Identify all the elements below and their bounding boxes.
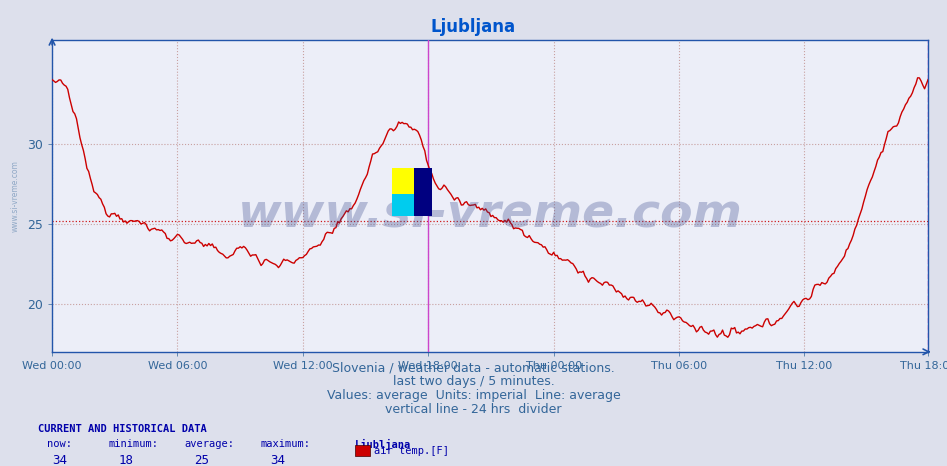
Text: Ljubljana: Ljubljana [431,18,516,36]
Text: 34: 34 [52,454,67,466]
Text: 18: 18 [118,454,134,466]
Text: minimum:: minimum: [109,439,159,449]
Text: 25: 25 [194,454,209,466]
Text: Values: average  Units: imperial  Line: average: Values: average Units: imperial Line: av… [327,389,620,402]
Text: maximum:: maximum: [260,439,311,449]
Text: CURRENT AND HISTORICAL DATA: CURRENT AND HISTORICAL DATA [38,424,206,434]
Text: 34: 34 [270,454,285,466]
Text: average:: average: [185,439,235,449]
Text: www.si-vreme.com: www.si-vreme.com [238,192,742,237]
Text: Ljubljana: Ljubljana [355,439,411,450]
Text: Slovenia / weather data - automatic stations.: Slovenia / weather data - automatic stat… [332,361,615,374]
Text: www.si-vreme.com: www.si-vreme.com [10,160,20,232]
Text: last two days / 5 minutes.: last two days / 5 minutes. [393,375,554,388]
Text: air temp.[F]: air temp.[F] [374,445,449,456]
Text: vertical line - 24 hrs  divider: vertical line - 24 hrs divider [385,403,562,416]
Text: now:: now: [47,439,72,449]
